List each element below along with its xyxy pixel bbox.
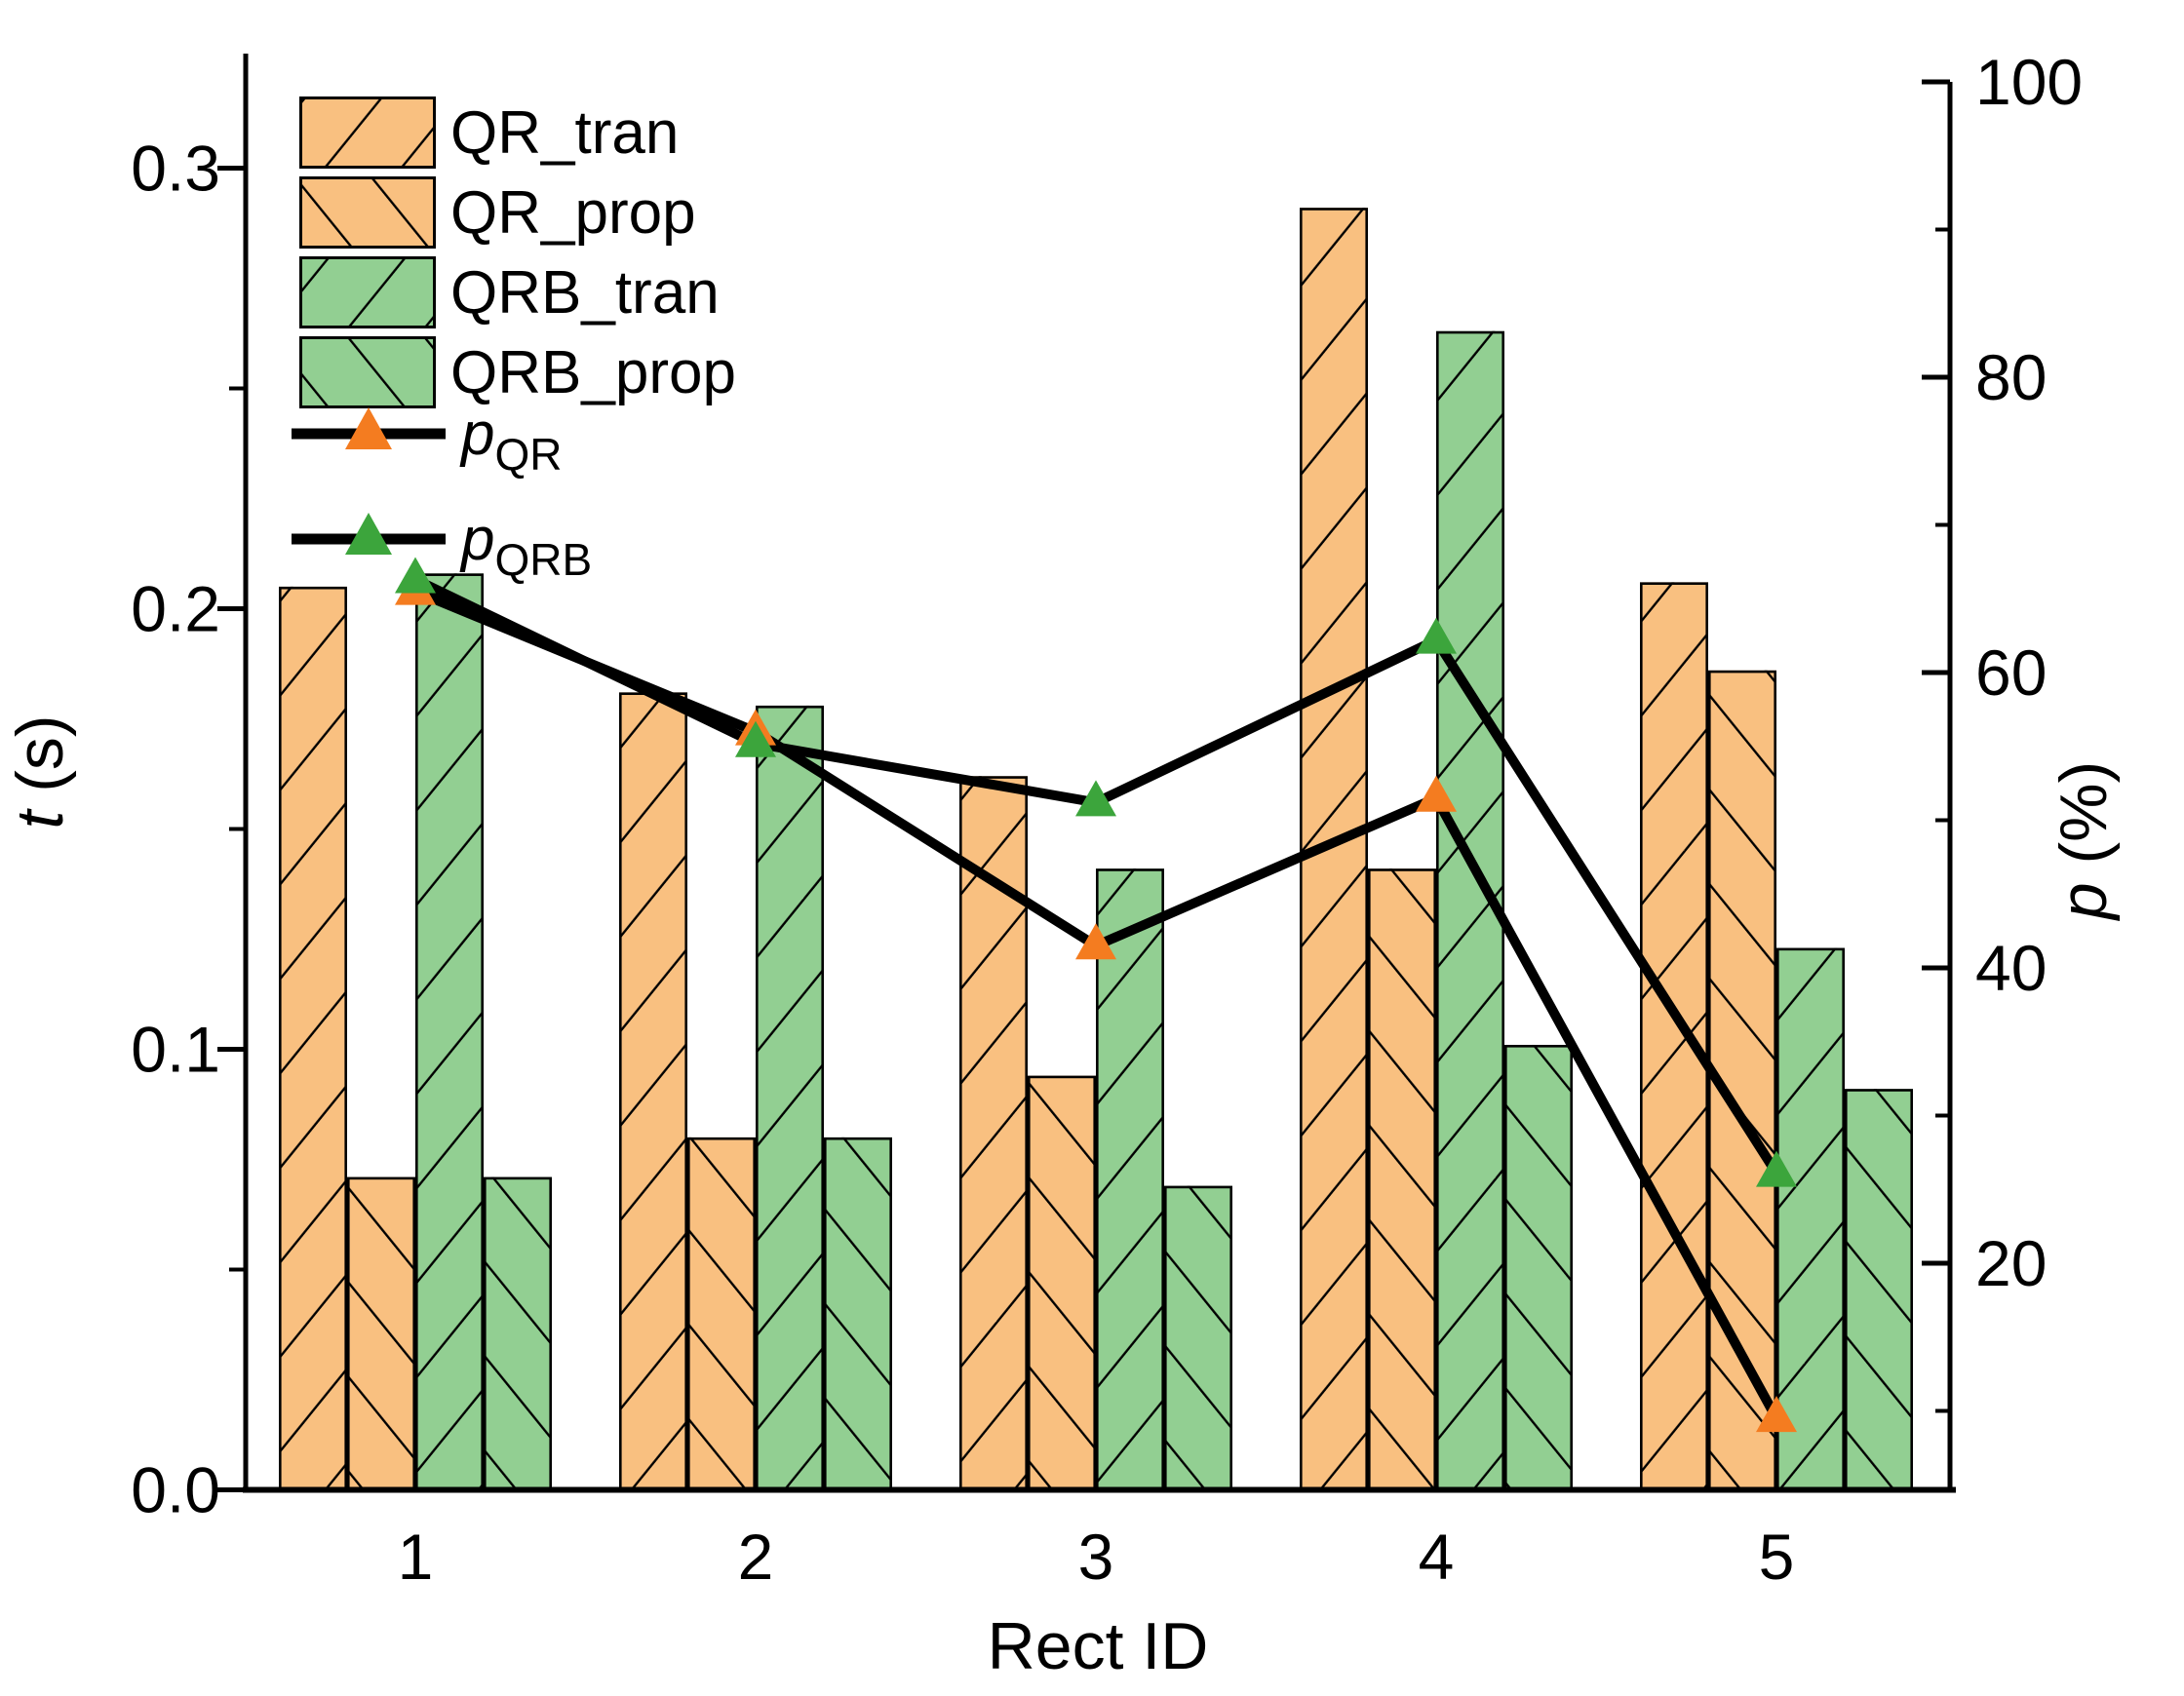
axes-layer [217,54,1956,1493]
left-tick-label: 0.3 [131,133,220,205]
x-category-label: 3 [1078,1521,1114,1593]
legend-label-pqrb: pQRB [459,506,592,585]
legend-item-pqrb: pQRB [292,506,592,585]
axis-titles: Rect ID t (s) p (%) [3,714,2121,1683]
right-tick-label: 40 [1975,932,2047,1004]
y-axis-label-left: t (s) [3,714,77,829]
bar-series-QR_prop [346,670,1777,1490]
right-tick-label: 60 [1975,636,2047,709]
y-axis-label-right: p (%) [2047,761,2121,921]
legend-label-QRB_tran: QRB_tran [450,259,720,327]
tick-labels: 0.0 0.1 0.2 0.3 20 40 60 80 100 1 2 3 4 5 [131,46,2083,1593]
legend-item-QR_prop: QR_prop [299,176,696,249]
line-layer [395,557,1797,1433]
right-tick-label: 80 [1975,341,2047,413]
right-tick-label: 20 [1975,1227,2047,1299]
left-tick-label: 0.2 [131,573,220,645]
right-tick-label: 100 [1975,46,2083,118]
legend-label-QRB_prop: QRB_prop [450,339,736,406]
bar-series-QRB_tran [414,330,1846,1490]
x-axis-label: Rect ID [988,1609,1209,1683]
bars-layer [278,208,1914,1490]
legend-item-QRB_tran: QRB_tran [299,256,720,328]
x-category-label: 1 [398,1521,434,1593]
x-category-label: 5 [1759,1521,1795,1593]
legend-item-QRB_prop: QRB_prop [299,336,736,408]
left-tick-label: 0.0 [131,1454,220,1526]
x-category-label: 4 [1419,1521,1455,1593]
bar-series-QR_tran [278,208,1709,1490]
legend-label-QR_tran: QR_tran [450,99,679,167]
left-tick-label: 0.1 [131,1014,220,1086]
markers-pqrb [395,557,1797,1187]
legend-label-pqr: pQR [459,401,562,480]
x-category-label: 2 [738,1521,774,1593]
legend-item-pqr: pQR [292,401,562,480]
legend-item-QR_tran: QR_tran [299,96,679,169]
bar-series-QRB_prop [483,1044,1914,1490]
legend-label-QR_prop: QR_prop [450,179,696,247]
